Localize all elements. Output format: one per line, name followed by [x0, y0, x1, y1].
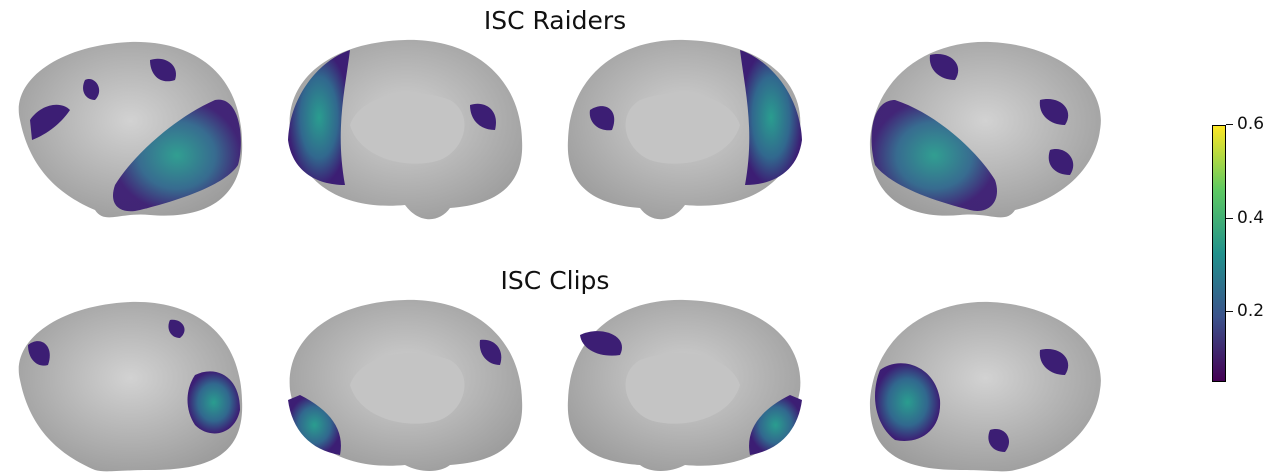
- title-isc-clips: ISC Clips: [500, 266, 610, 295]
- brain-surface-figure: [18, 39, 1101, 472]
- colorbar-tick-0-6: 0.6: [1226, 116, 1264, 133]
- brain-right-medial-clips: [567, 299, 802, 471]
- brain-right-lateral-clips: [869, 301, 1101, 472]
- brain-right-lateral-raiders: [869, 41, 1101, 218]
- brain-left-lateral-raiders: [18, 41, 243, 218]
- brain-left-medial-raiders: [288, 39, 523, 220]
- colorbar-tick-0-2: 0.2: [1226, 303, 1264, 320]
- brain-left-medial-clips: [288, 299, 523, 471]
- title-isc-raiders: ISC Raiders: [483, 6, 627, 35]
- colorbar: [1212, 125, 1226, 382]
- brain-left-lateral-clips: [18, 301, 243, 472]
- brain-right-medial-raiders: [567, 39, 802, 220]
- colorbar-tick-0-4: 0.4: [1226, 210, 1264, 227]
